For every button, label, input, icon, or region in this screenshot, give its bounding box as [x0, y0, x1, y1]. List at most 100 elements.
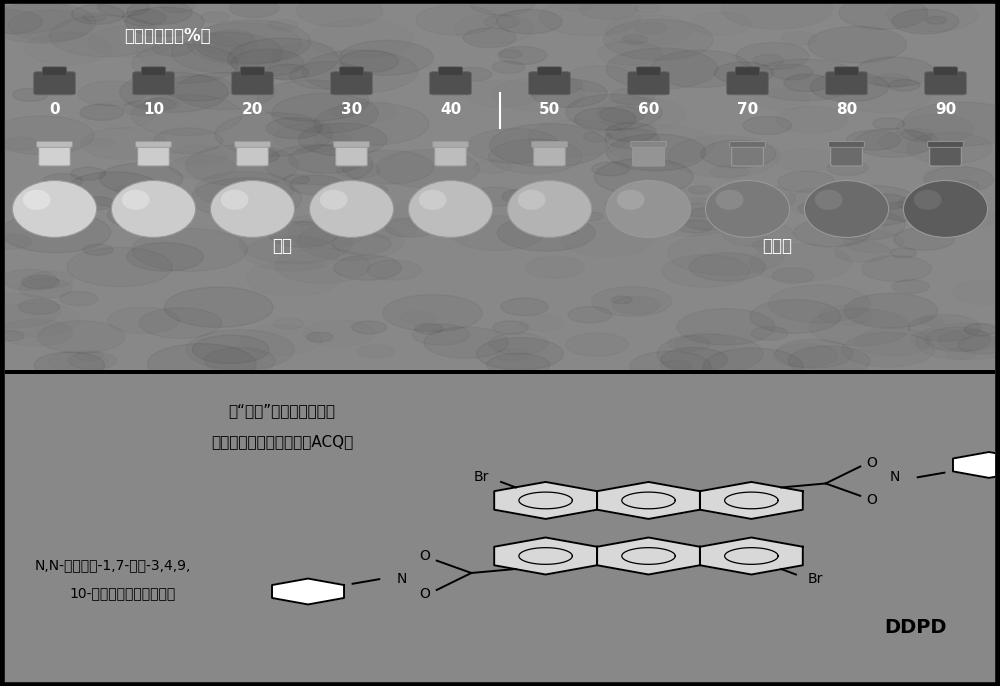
Text: 90: 90	[935, 102, 956, 117]
Text: 水含量（体积%）: 水含量（体积%）	[124, 27, 210, 45]
Circle shape	[873, 118, 905, 130]
Circle shape	[339, 40, 433, 75]
Text: O: O	[419, 587, 430, 601]
Text: O: O	[419, 549, 430, 563]
FancyBboxPatch shape	[435, 143, 466, 166]
Ellipse shape	[507, 180, 592, 237]
FancyBboxPatch shape	[336, 143, 367, 166]
Text: 聚集体: 聚集体	[762, 237, 792, 255]
Circle shape	[107, 200, 189, 230]
Text: 10: 10	[143, 102, 164, 117]
Circle shape	[501, 298, 548, 316]
Polygon shape	[597, 538, 700, 575]
Circle shape	[497, 10, 562, 34]
Text: O: O	[867, 456, 878, 470]
Ellipse shape	[12, 180, 97, 237]
FancyBboxPatch shape	[826, 72, 867, 95]
Text: 光发射的聚集导致猌灯（ACQ）: 光发射的聚集导致猌灯（ACQ）	[211, 434, 353, 449]
Ellipse shape	[804, 180, 889, 237]
FancyBboxPatch shape	[39, 143, 70, 166]
Circle shape	[888, 80, 920, 91]
FancyBboxPatch shape	[331, 72, 372, 95]
FancyBboxPatch shape	[631, 141, 666, 147]
FancyBboxPatch shape	[930, 143, 961, 166]
Text: 40: 40	[440, 102, 461, 117]
Text: 50: 50	[539, 102, 560, 117]
Circle shape	[476, 338, 563, 370]
Circle shape	[83, 244, 113, 255]
FancyBboxPatch shape	[37, 141, 72, 147]
Text: 0: 0	[49, 102, 60, 117]
Circle shape	[964, 323, 998, 336]
Circle shape	[80, 104, 124, 120]
Circle shape	[557, 227, 578, 235]
FancyBboxPatch shape	[730, 141, 765, 147]
FancyBboxPatch shape	[925, 72, 966, 95]
FancyBboxPatch shape	[136, 141, 171, 147]
Text: 80: 80	[836, 102, 857, 117]
Text: O: O	[867, 493, 878, 508]
Ellipse shape	[518, 190, 546, 210]
Circle shape	[453, 67, 492, 82]
Ellipse shape	[617, 190, 645, 210]
Ellipse shape	[606, 180, 691, 237]
Text: N: N	[890, 471, 900, 484]
Ellipse shape	[23, 190, 51, 210]
Circle shape	[808, 26, 906, 63]
Circle shape	[661, 348, 727, 372]
FancyBboxPatch shape	[34, 72, 75, 95]
Ellipse shape	[815, 190, 843, 210]
FancyBboxPatch shape	[439, 67, 462, 75]
Ellipse shape	[221, 190, 249, 210]
FancyBboxPatch shape	[835, 67, 858, 75]
Circle shape	[502, 189, 542, 204]
Circle shape	[339, 50, 399, 72]
FancyBboxPatch shape	[829, 141, 864, 147]
Circle shape	[13, 88, 48, 102]
Polygon shape	[700, 482, 803, 519]
Circle shape	[606, 123, 656, 141]
Circle shape	[307, 332, 333, 342]
Text: 60: 60	[638, 102, 659, 117]
Text: Br: Br	[474, 471, 489, 484]
Circle shape	[592, 162, 630, 176]
Ellipse shape	[716, 190, 744, 210]
Circle shape	[566, 94, 662, 130]
Circle shape	[147, 344, 256, 384]
Polygon shape	[953, 452, 1000, 478]
Circle shape	[924, 167, 994, 192]
Circle shape	[164, 287, 273, 327]
FancyBboxPatch shape	[727, 72, 768, 95]
Circle shape	[100, 163, 183, 194]
Circle shape	[192, 335, 269, 364]
Text: Br: Br	[808, 572, 823, 586]
Circle shape	[71, 5, 124, 24]
Circle shape	[677, 220, 713, 233]
Circle shape	[80, 197, 115, 210]
FancyBboxPatch shape	[934, 67, 957, 75]
Circle shape	[855, 57, 935, 86]
Circle shape	[266, 64, 308, 80]
Circle shape	[498, 47, 547, 64]
FancyBboxPatch shape	[732, 143, 763, 166]
Ellipse shape	[309, 180, 394, 237]
Ellipse shape	[914, 190, 942, 210]
Ellipse shape	[122, 190, 150, 210]
Text: 10-二萨嵌苯四甲酰二亚胺: 10-二萨嵌苯四甲酰二亚胺	[69, 586, 176, 600]
Polygon shape	[700, 538, 803, 575]
Circle shape	[532, 80, 607, 107]
FancyBboxPatch shape	[534, 143, 565, 166]
Circle shape	[701, 140, 776, 168]
Ellipse shape	[320, 190, 348, 210]
Circle shape	[844, 294, 938, 328]
Circle shape	[290, 175, 343, 195]
Ellipse shape	[903, 180, 988, 237]
Ellipse shape	[408, 180, 493, 237]
Circle shape	[879, 202, 931, 221]
Polygon shape	[494, 482, 597, 519]
FancyBboxPatch shape	[637, 67, 660, 75]
Circle shape	[127, 243, 203, 271]
Text: 30: 30	[341, 102, 362, 117]
Ellipse shape	[210, 180, 295, 237]
Circle shape	[71, 167, 106, 180]
